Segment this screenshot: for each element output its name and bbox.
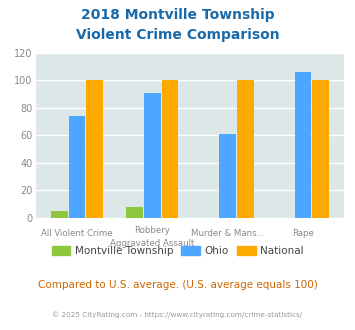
- Text: All Violent Crime: All Violent Crime: [41, 229, 113, 238]
- Text: Violent Crime Comparison: Violent Crime Comparison: [76, 28, 279, 42]
- Text: Murder & Mans...: Murder & Mans...: [191, 229, 264, 238]
- Bar: [312, 80, 329, 218]
- Text: © 2025 CityRating.com - https://www.cityrating.com/crime-statistics/: © 2025 CityRating.com - https://www.city…: [53, 312, 302, 318]
- Bar: [51, 211, 67, 218]
- Text: Aggravated Assault: Aggravated Assault: [110, 239, 195, 248]
- Bar: [295, 72, 311, 218]
- Bar: [144, 93, 160, 218]
- Text: Rape: Rape: [292, 229, 314, 238]
- Bar: [86, 80, 103, 218]
- Text: Robbery: Robbery: [134, 226, 170, 235]
- Bar: [162, 80, 178, 218]
- Bar: [126, 207, 143, 218]
- Legend: Montville Township, Ohio, National: Montville Township, Ohio, National: [48, 242, 307, 260]
- Text: Compared to U.S. average. (U.S. average equals 100): Compared to U.S. average. (U.S. average …: [38, 280, 317, 290]
- Text: 2018 Montville Township: 2018 Montville Township: [81, 8, 274, 22]
- Bar: [237, 80, 253, 218]
- Bar: [219, 134, 236, 218]
- Bar: [69, 116, 85, 218]
